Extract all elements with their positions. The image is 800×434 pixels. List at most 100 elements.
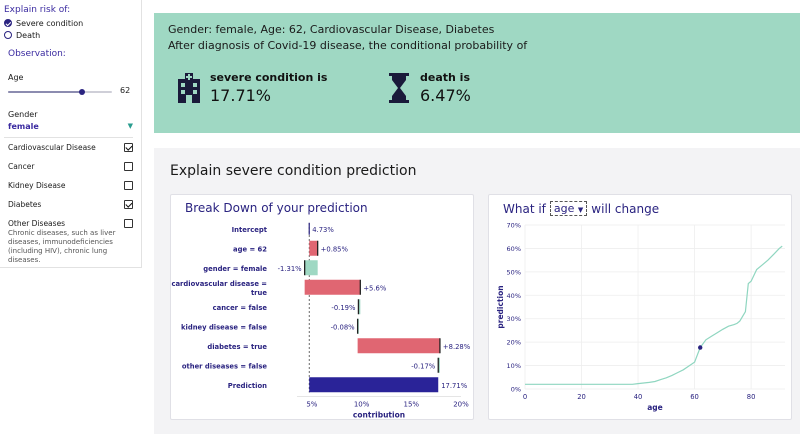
severe-label: severe condition is bbox=[210, 71, 328, 84]
prediction-line bbox=[525, 245, 783, 385]
radio-checked-icon[interactable] bbox=[4, 19, 12, 27]
explain-panel: Explain severe condition prediction Brea… bbox=[154, 148, 800, 434]
breakdown-bar bbox=[358, 299, 361, 315]
bar-label: cardiovascular disease = bbox=[171, 280, 267, 288]
slider-fill bbox=[8, 91, 82, 93]
chevron-down-icon: ▼ bbox=[127, 122, 133, 130]
gender-value: female bbox=[8, 121, 39, 131]
checkbox-label: Cardiovascular Disease bbox=[8, 143, 96, 152]
chevron-down-icon: ▼ bbox=[577, 206, 584, 214]
x-tick-label: 0 bbox=[523, 393, 527, 401]
bar-label: other diseases = false bbox=[182, 362, 268, 370]
x-tick-label: 60 bbox=[690, 393, 699, 401]
bar-label: kidney disease = false bbox=[181, 323, 267, 331]
explain-title: Explain severe condition prediction bbox=[170, 163, 417, 179]
slider-thumb[interactable] bbox=[78, 89, 85, 95]
bar-label: Intercept bbox=[232, 226, 268, 234]
hourglass-icon bbox=[389, 73, 409, 103]
checkbox-other-diseases[interactable]: Other Diseases bbox=[4, 214, 141, 233]
checkbox-label: Other Diseases bbox=[8, 219, 66, 228]
breakdown-bar bbox=[309, 240, 318, 256]
checkbox-unchecked-icon[interactable] bbox=[124, 162, 133, 171]
bar-label: true bbox=[251, 289, 267, 297]
checkbox-label: Kidney Disease bbox=[8, 181, 66, 190]
y-axis-title: prediction bbox=[496, 285, 505, 328]
whatif-prefix: What if bbox=[503, 201, 546, 216]
breakdown-title: Break Down of your prediction bbox=[185, 201, 368, 215]
bar-label: gender = female bbox=[203, 265, 267, 273]
death-label: death is bbox=[420, 71, 470, 84]
age-label: Age bbox=[8, 73, 24, 82]
bar-value-label: +8.28% bbox=[443, 343, 471, 351]
gender-label: Gender bbox=[8, 110, 38, 119]
radio-unchecked-icon[interactable] bbox=[4, 31, 12, 39]
checkbox-unchecked-icon[interactable] bbox=[124, 181, 133, 190]
x-tick-label: 10% bbox=[354, 401, 370, 409]
checkbox-cardiovascular[interactable]: Cardiovascular Disease bbox=[4, 138, 141, 157]
radio-label: Death bbox=[16, 30, 41, 40]
other-diseases-note: Chronic diseases, such as liver diseases… bbox=[8, 229, 116, 264]
breakdown-card: Break Down of your prediction Intercept 4… bbox=[170, 194, 474, 420]
x-tick-label: 40 bbox=[634, 393, 643, 401]
bar-value-label: -1.31% bbox=[278, 265, 303, 273]
checkbox-checked-icon[interactable] bbox=[124, 143, 133, 152]
bar-value-label: -0.08% bbox=[331, 323, 356, 331]
hospital-icon bbox=[178, 73, 200, 103]
bar-label: cancer = false bbox=[213, 304, 268, 312]
current-observation-point bbox=[698, 345, 703, 350]
x-tick-label: 20 bbox=[577, 393, 586, 401]
checkbox-label: Diabetes bbox=[8, 200, 42, 209]
whatif-variable-select[interactable]: age ▼ bbox=[549, 201, 588, 216]
gender-select[interactable]: female ▼ bbox=[8, 121, 133, 131]
y-tick-label: 70% bbox=[507, 222, 521, 230]
checkbox-cancer[interactable]: Cancer bbox=[4, 157, 141, 176]
radio-death[interactable]: Death bbox=[4, 29, 141, 41]
bar-value-label: +0.85% bbox=[321, 245, 349, 253]
patient-summary: Gender: female, Age: 62, Cardiovascular … bbox=[168, 23, 495, 36]
checkbox-kidney[interactable]: Kidney Disease bbox=[4, 176, 141, 195]
bar-value-label: 4.73% bbox=[312, 226, 334, 234]
y-tick-label: 40% bbox=[507, 292, 521, 300]
observation-heading: Observation: bbox=[8, 49, 66, 59]
death-value: 6.47% bbox=[420, 86, 471, 105]
summary-panel: Gender: female, Age: 62, Cardiovascular … bbox=[154, 13, 800, 133]
radio-severe-condition[interactable]: Severe condition bbox=[4, 17, 141, 29]
bar-value-label: 17.71% bbox=[441, 382, 467, 390]
x-tick-label: 20% bbox=[453, 401, 469, 409]
main-content: Gender: female, Age: 62, Cardiovascular … bbox=[154, 13, 800, 434]
checkbox-checked-icon[interactable] bbox=[124, 200, 133, 209]
breakdown-bar bbox=[304, 279, 361, 295]
checkbox-diabetes[interactable]: Diabetes bbox=[4, 195, 141, 214]
x-tick-label: 80 bbox=[747, 393, 756, 401]
checkbox-unchecked-icon[interactable] bbox=[124, 219, 133, 228]
whatif-card: What if age ▼ will change 0% 10% 20% 30% 40%… bbox=[488, 194, 792, 420]
bar-label: diabetes = true bbox=[207, 343, 267, 351]
whatif-title: What if age ▼ will change bbox=[503, 201, 659, 216]
whatif-variable: age bbox=[553, 202, 575, 215]
bar-label: age = 62 bbox=[233, 245, 267, 253]
checkbox-label: Cancer bbox=[8, 162, 35, 171]
explain-risk-heading: Explain risk of: bbox=[4, 5, 71, 15]
age-value: 62 bbox=[120, 86, 131, 95]
severe-stat: severe condition is 17.71% bbox=[176, 71, 327, 105]
x-axis-title: age bbox=[647, 403, 663, 412]
y-tick-label: 60% bbox=[507, 245, 521, 253]
divider bbox=[4, 137, 133, 138]
probability-intro: After diagnosis of Covid-19 disease, the… bbox=[168, 39, 528, 52]
breakdown-bar bbox=[304, 260, 318, 276]
breakdown-chart: Intercept 4.73% age = 62 +0.85% gender = fem… bbox=[171, 222, 471, 420]
breakdown-bar bbox=[309, 377, 439, 393]
y-tick-label: 10% bbox=[507, 362, 521, 370]
bar-value-label: +5.6% bbox=[363, 284, 387, 292]
breakdown-bar bbox=[438, 357, 440, 373]
age-slider[interactable]: 62 bbox=[8, 82, 141, 98]
y-tick-label: 50% bbox=[507, 268, 521, 276]
severe-value: 17.71% bbox=[210, 86, 272, 105]
breakdown-bar bbox=[357, 338, 440, 354]
bar-label: Prediction bbox=[228, 382, 267, 390]
y-tick-label: 30% bbox=[507, 315, 521, 323]
sidebar: Explain risk of: Severe condition Death … bbox=[0, 0, 142, 268]
radio-label: Severe condition bbox=[16, 18, 84, 28]
bar-value-label: -0.19% bbox=[331, 304, 356, 312]
bar-value-label: -0.17% bbox=[411, 362, 436, 370]
